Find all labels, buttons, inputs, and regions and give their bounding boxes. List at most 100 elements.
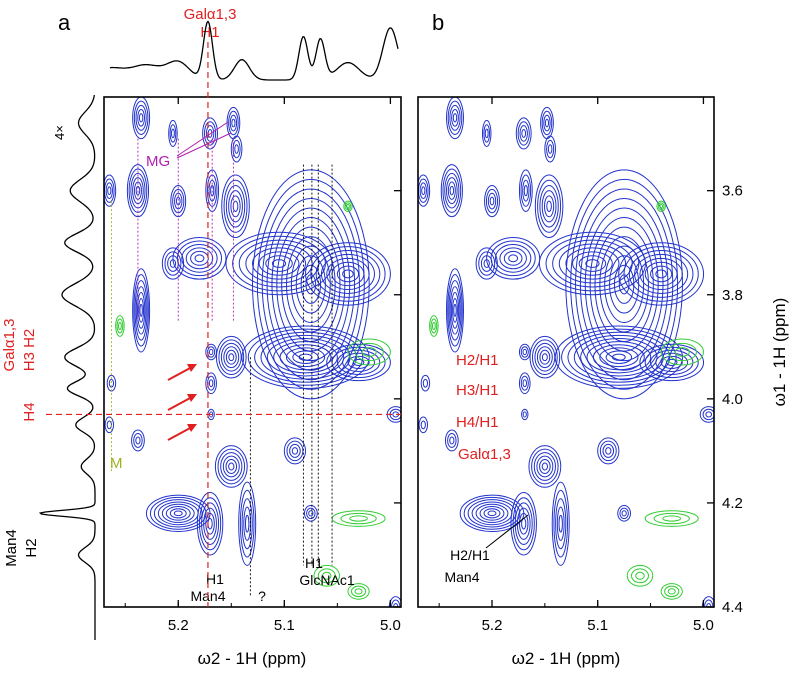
- crosspeak-b-23: [418, 416, 429, 434]
- crosspeak-b-19: [518, 372, 531, 395]
- crosspeak-b-3: [540, 106, 554, 140]
- crosspeak-b-14: [538, 231, 646, 296]
- negative-peak-b-1: [656, 200, 666, 212]
- negative-peak-a-0: [115, 315, 125, 337]
- crosspeak-b-10: [475, 247, 498, 280]
- crosspeak-a-7: [170, 184, 187, 218]
- crosspeak-a-24: [131, 429, 145, 452]
- panel-a-frame: [103, 96, 402, 608]
- crosspeak-b-12: [446, 268, 464, 353]
- crosspeak-a-6: [126, 164, 150, 218]
- negative-peak-b-0: [429, 315, 439, 337]
- negative-peak-a-3: [331, 510, 386, 527]
- crosspeak-b-21: [529, 335, 561, 379]
- crosspeak-a-28: [196, 492, 224, 556]
- crosspeak-b-25: [528, 445, 562, 488]
- crosspeak-a-9: [221, 174, 250, 239]
- unknown-peak-label: ?: [258, 588, 266, 604]
- negative-peak-b-3: [644, 510, 699, 527]
- left-annotation-man4-h2: H2: [23, 538, 40, 557]
- panel-b-contours: [418, 97, 714, 607]
- y-tick-label-2: 4.0: [722, 391, 743, 408]
- glcnac1-label: GlcNAc1: [299, 572, 354, 588]
- gal-a13-label-b: Galα1,3: [458, 446, 511, 463]
- crosspeak-b-6: [440, 164, 463, 218]
- left-annotation-h4: H4: [21, 402, 38, 421]
- crosspeak-b-8: [518, 169, 533, 212]
- crosspeak-a-1: [168, 119, 178, 147]
- x-axis-title-b: ω2 - 1H (ppm): [512, 649, 621, 668]
- left-projection-trace: [38, 94, 96, 640]
- h3h1-label: H3/H1: [456, 382, 499, 399]
- crosspeak-b-11: [486, 237, 541, 280]
- crosspeak-b-17: [639, 343, 705, 382]
- crosspeak-b-24: [444, 429, 459, 452]
- axis-ticks: 5.2 5.1 5.0 5.2 5.1 5.0 3.6 3.8 4.0 4.2 4.4: [124, 97, 743, 634]
- crosspeak-a-21: [215, 335, 247, 379]
- crosspeak-b-16: [554, 325, 683, 389]
- crosspeak-a-29: [238, 481, 257, 566]
- negative-peak-b-5: [660, 583, 683, 600]
- crosspeak-a-0: [132, 97, 151, 140]
- man4-h1-label: H1: [206, 571, 224, 587]
- y-axis-title: ω1 - 1H (ppm): [770, 298, 789, 407]
- negative-peak-b-2: [660, 338, 704, 366]
- crosspeak-b-20: [521, 408, 529, 421]
- y-tick-label-0: 3.6: [722, 183, 743, 200]
- panel-a-contours: [104, 97, 401, 607]
- mg-pointer-1: [176, 121, 229, 157]
- crosspeak-a-26: [283, 437, 307, 465]
- crosspeak-b-26: [597, 437, 620, 465]
- panel-label-b: b: [432, 10, 444, 35]
- crosspeak-a-10: [161, 247, 185, 280]
- h4h1-label: H4/H1: [456, 414, 499, 431]
- h4-arrow: [167, 424, 197, 441]
- crosspeak-b-0: [446, 97, 464, 140]
- mg-label: MG: [146, 153, 170, 170]
- crosspeak-b-9: [534, 174, 564, 239]
- crosspeak-b-29: [551, 481, 570, 566]
- panel-label-a: a: [58, 10, 71, 35]
- x-tick-label-a-1: 5.1: [274, 617, 295, 634]
- crosspeak-a-23: [104, 416, 115, 434]
- crosspeak-b-28: [510, 492, 537, 556]
- glcnac1-h1-label: H1: [305, 555, 323, 571]
- negative-peak-a-2: [347, 338, 391, 366]
- h2h1-label: H2/H1: [456, 352, 499, 369]
- crosspeak-b-2: [515, 117, 532, 150]
- negative-peak-a-4: [313, 564, 340, 587]
- x-tick-label-b-2: 5.0: [693, 617, 714, 634]
- crosspeak-a-11: [172, 237, 227, 280]
- man4-h2h1-label: H2/H1: [450, 547, 490, 563]
- left-trace-scale-label: 4×: [52, 125, 67, 140]
- mg-pointer-2: [176, 132, 232, 159]
- crosspeak-a-4: [230, 135, 243, 163]
- man4-pointer: [485, 514, 529, 549]
- panel-b-frame: [417, 96, 715, 608]
- crosspeak-b-4: [544, 135, 556, 163]
- y-tick-label-3: 4.2: [722, 495, 743, 512]
- crosspeak-a-12: [132, 268, 151, 353]
- man4-label-b: Man4: [444, 569, 479, 585]
- crosspeak-a-30: [303, 505, 318, 522]
- h3-arrow: [167, 394, 197, 411]
- crosspeak-a-15: [305, 242, 391, 306]
- top-annotation-line1: Galα1,3: [184, 6, 237, 23]
- x-axis-title-a: ω2 - 1H (ppm): [198, 649, 307, 668]
- crosspeak-a-25: [214, 445, 248, 488]
- crosspeak-a-5: [104, 174, 117, 207]
- crosspeak-b-31: [699, 406, 714, 423]
- crosspeak-b-22: [420, 374, 431, 392]
- crosspeak-b-18: [518, 343, 531, 361]
- crosspeak-b-1: [481, 119, 492, 147]
- negative-peak-b-4: [626, 564, 654, 587]
- x-tick-label-b-0: 5.2: [482, 617, 503, 634]
- negative-peak-a-5: [347, 583, 370, 600]
- left-annotation-man4: Man4: [3, 529, 20, 567]
- left-annotation-h3h2: H3 H2: [21, 329, 38, 372]
- crosspeak-b-7: [484, 184, 500, 218]
- x-tick-label-a-0: 5.2: [168, 617, 189, 634]
- y-tick-label-4: 4.4: [722, 599, 743, 616]
- x-tick-label-a-2: 5.0: [380, 617, 401, 634]
